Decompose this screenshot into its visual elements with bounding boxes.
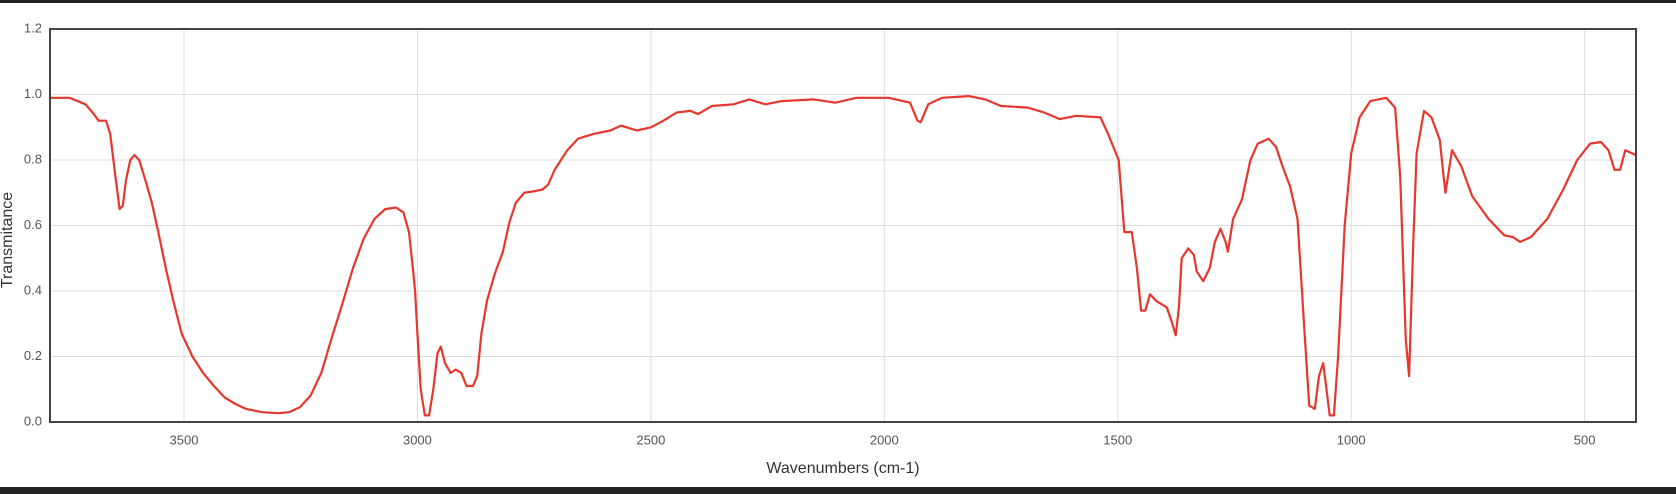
y-tick-label: 0.0 — [24, 413, 42, 428]
x-tick-label: 1500 — [1103, 432, 1132, 447]
spectrum-line — [50, 95, 1637, 417]
y-axis-title: Transmitance — [0, 192, 16, 288]
x-tick-label: 3000 — [403, 432, 432, 447]
plot-border — [49, 28, 1637, 423]
y-tick-label: 0.6 — [24, 217, 42, 232]
x-tick-label: 3500 — [170, 432, 199, 447]
x-tick-label: 2500 — [636, 432, 665, 447]
y-tick-label: 0.8 — [24, 151, 42, 166]
y-tick-label: 1.0 — [24, 86, 42, 101]
x-axis-title: Wavenumbers (cm-1) — [766, 460, 919, 477]
bottom-bar — [0, 487, 1676, 494]
y-tick-label: 0.4 — [24, 282, 42, 297]
y-tick-label: 0.2 — [24, 348, 42, 363]
y-tick-label: 1.2 — [24, 20, 42, 35]
x-tick-label: 1000 — [1337, 432, 1366, 447]
top-bar — [0, 0, 1676, 3]
x-tick-label: 2000 — [870, 432, 899, 447]
x-tick-label: 500 — [1574, 432, 1596, 447]
